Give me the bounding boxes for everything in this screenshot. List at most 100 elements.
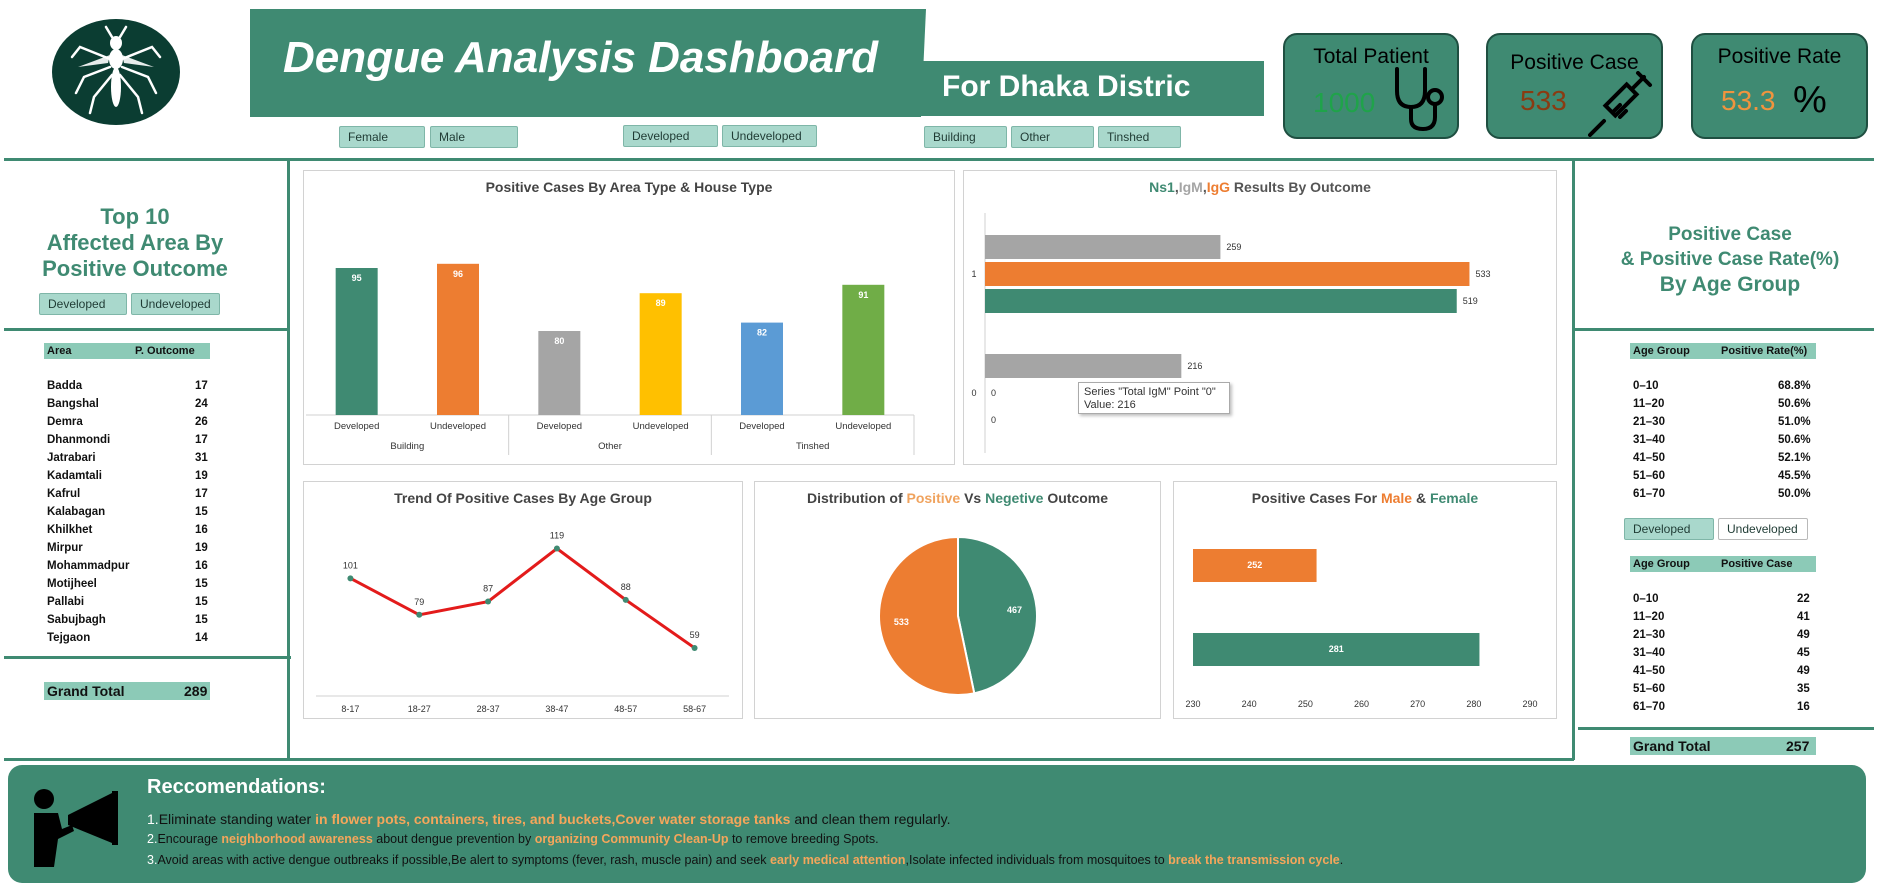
case-row-value: 49 [1797,665,1810,677]
rate-row-label: 41–50 [1633,452,1665,464]
slice-data-label: 533 [894,617,909,627]
area-row-label: Motijheel [47,578,97,590]
area-row-value: 15 [195,596,208,608]
bar-data-label: 259 [1226,242,1241,252]
bar [985,354,1182,378]
chart-area-house-svg: 95 Developed 96 Undeveloped 80 Developed 89 Und… [306,263,915,455]
bar-data-label: 281 [1329,644,1344,654]
recommendation-item: 1.Eliminate standing water in flower pot… [147,811,951,827]
title-part: IgG [1206,179,1231,195]
kpi-total-patient-title: Total Patient [1313,45,1429,68]
kpi-positive-rate-unit: % [1793,79,1827,121]
group-label: Building [390,441,424,452]
area-row-label: Kadamtali [47,470,102,482]
x-tick-label: 8-17 [341,704,359,714]
case-row-value: 16 [1797,701,1810,713]
right-slicer-developed[interactable]: Developed [1624,518,1714,540]
stethoscope-icon [1395,67,1444,132]
case-row-value: 45 [1797,647,1810,659]
rate-row-value: 50.6% [1778,398,1811,410]
bar [639,293,682,415]
slicer-gender-male[interactable]: Male [430,126,518,148]
x-tick-label: 38-47 [545,704,568,714]
x-tick-label: 260 [1354,699,1369,709]
line-point [347,575,354,582]
chart-age-trend[interactable]: Trend Of Positive Cases By Age Group 101… [303,481,743,719]
chart-area-house[interactable]: Positive Cases By Area Type & House Type… [303,170,955,465]
title-part: Outcome [1043,490,1109,506]
line-point [553,545,560,552]
case-row-label: 31–40 [1633,647,1665,659]
point-data-label: 79 [414,597,424,607]
recommendations-heading: Reccomendations: [147,776,326,798]
slicer-gender-female[interactable]: Female [339,126,425,148]
kpi-positive-case: Positive Case 533 [1486,33,1663,139]
chart-tests[interactable]: Ns1,IgM,IgG Results By Outcome 1 259 533 51… [963,170,1557,465]
case-row-label: 21–30 [1633,629,1665,641]
slicer-area-developed[interactable]: Developed [623,125,718,147]
title-part: IgM [1178,179,1203,195]
slicer-area-undeveloped[interactable]: Undeveloped [722,125,817,147]
bar [1193,549,1317,582]
y-tick-label: 0 [971,388,976,398]
right-panel-title: Positive Case & Positive Case Rate(%) By… [1590,222,1870,297]
recommendation-text: ,Isolate infected individuals from mosqu… [905,853,1169,867]
tooltip-line1: Series "Total IgM" Point "0" [1084,386,1216,398]
area-row-value: 19 [195,542,208,554]
recommendation-text: . [1339,853,1344,867]
x-tick-label: 290 [1522,699,1537,709]
chart-age-trend-title: Trend Of Positive Cases By Age Group [394,490,652,506]
area-table-header: Area P. Outcome [44,343,210,359]
chart-outcome-pie-svg: 467 533 [878,535,1038,696]
chart-outcome-pie[interactable]: Distribution of Positive Vs Negetive Out… [754,481,1161,719]
left-slicer-developed[interactable]: Developed [39,293,127,315]
chart-tests-title: Ns1,IgM,IgG Results By Outcome [964,179,1556,195]
x-tick-label: 18-27 [408,704,431,714]
rate-header-age: Age Group [1633,345,1690,357]
slicer-house-other[interactable]: Other [1011,126,1094,148]
chart-gender[interactable]: Positive Cases For Male & Female 252 281 2… [1173,481,1557,719]
bar [437,263,479,415]
rate-header-rate: Positive Rate(%) [1721,345,1808,357]
kpi-positive-rate: Positive Rate 53.3 % [1691,33,1868,139]
point-data-label: 101 [343,560,358,570]
recommendation-text: Eliminate standing water [158,811,316,827]
left-grand-total-label: Grand Total [47,683,125,699]
slicer-house-tinshed[interactable]: Tinshed [1098,126,1181,148]
right-grand-total: Grand Total 257 [1630,737,1816,755]
left-title-line2: Affected Area By [46,230,224,255]
title-part: Negetive [985,490,1044,506]
rate-row-label: 11–20 [1633,398,1665,410]
bar-data-label: 216 [1187,361,1202,371]
x-tick-label: Undeveloped [633,421,689,432]
area-row-label: Khilkhet [47,524,93,536]
slicer-house-building[interactable]: Building [924,126,1007,148]
chart-tests-svg: 1 259 533 519 0 216 0 0 [971,213,1490,453]
y-tick-label: 1 [971,269,976,279]
divider-right-title [1575,328,1874,331]
right-title-line3: By Age Group [1659,273,1801,296]
kpi-positive-case-value: 533 [1520,85,1567,116]
bar-data-label: 252 [1247,560,1262,570]
divider-bottom [4,758,1574,761]
outcome-header-label: P. Outcome [135,345,195,357]
recommendation-text: Avoid areas with active dengue outbreaks… [157,853,771,867]
kpi-positive-case-title: Positive Case [1510,51,1639,74]
bar-data-label: 533 [1475,269,1490,279]
bar-data-label: 0 [991,388,996,398]
case-header-value: Positive Case [1721,558,1793,570]
area-row-value: 31 [195,452,208,464]
case-row-label: 0–10 [1633,593,1659,605]
left-slicer-undeveloped[interactable]: Undeveloped [131,293,220,315]
title-part: & [1412,490,1430,506]
kpi-total-patient: Total Patient 1000 [1283,33,1459,139]
area-row-label: Jatrabari [47,452,96,464]
recommendation-text: to remove breeding Spots. [728,832,879,846]
bar-data-label: 0 [991,415,996,425]
recommendation-highlight: early medical attention [770,853,906,867]
area-row-label: Bangshal [47,398,99,410]
right-slicer-undeveloped[interactable]: Undeveloped [1718,518,1808,540]
left-title-line3: Positive Outcome [42,256,228,281]
rate-row-label: 61–70 [1633,488,1665,500]
recommendation-highlight: neighborhood awareness [221,832,373,846]
